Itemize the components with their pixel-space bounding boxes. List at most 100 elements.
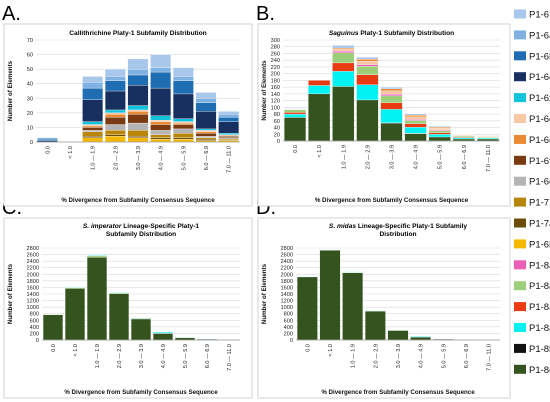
chart-title: Subfamily Distribution xyxy=(106,231,176,238)
legend-swatch-p1-6d xyxy=(514,114,526,123)
x-tick-label: < 1.0 xyxy=(328,344,334,357)
y-tick-label: 600 xyxy=(30,318,39,324)
bar-segment-p1-6 xyxy=(218,111,240,115)
bar-segment-p1-8a5b2 xyxy=(410,335,432,337)
legend-swatch-p1-6f xyxy=(514,155,526,165)
bar-segment-p1-6a xyxy=(82,82,104,89)
bar-segment-p1-6g xyxy=(150,130,172,135)
bar-segment-p1-8a5b2 xyxy=(152,331,174,334)
bar-segment-p1-6f xyxy=(150,124,172,131)
chart-title: S. midas Lineage-Specific Platy-1 Subfam… xyxy=(329,223,467,230)
bar-segment-p1-8a6 xyxy=(428,132,451,135)
y-tick-label: 300 xyxy=(271,38,280,44)
bar-segment-p1-8a2 xyxy=(356,64,379,67)
legend-label-p1-6f: P1-6f xyxy=(529,156,550,167)
legend-label-p1-7a: P1-7a xyxy=(529,219,550,230)
bar-segment-p1-8a4 xyxy=(452,135,475,138)
x-tick-label: 0.0 xyxy=(51,344,57,352)
bar-segment-p1-8a5b2 xyxy=(86,255,108,257)
y-tick-label: 220 xyxy=(271,65,280,71)
bar-segment-p1-7 xyxy=(218,138,240,141)
bar-segment-p1-6e xyxy=(127,111,149,115)
y-tick-label: 2000 xyxy=(27,272,39,278)
legend-swatch-p1-6g xyxy=(514,176,526,186)
y-axis-label: Number of Elements xyxy=(261,263,268,324)
bar-segment-p1-6b xyxy=(82,87,104,100)
bar-segment-p1-6d xyxy=(356,61,379,65)
chart-panel-b: Saguinus Platy-1 Subfamily Distribution 0… xyxy=(257,23,511,207)
chart-title: Distribution xyxy=(380,231,417,238)
bar-segment-p1-8c xyxy=(364,310,386,341)
x-tick-label: 6.0 — 6.9 xyxy=(464,344,470,368)
bar-segment-p1-7a xyxy=(104,134,126,137)
chart-panel-c: S. imperator Lineage-Specific Platy-1Sub… xyxy=(3,217,253,399)
legend-swatch-p1-8c xyxy=(514,364,526,374)
bar-segment-p1-6d xyxy=(172,121,194,124)
x-tick-label: 4.0 — 4.9 xyxy=(414,145,420,169)
y-tick-label: 50 xyxy=(27,67,33,73)
x-tick-label: 0.0 xyxy=(45,146,51,154)
bar-segment-p1-6g xyxy=(195,136,217,138)
panel-letter-b: B. xyxy=(256,3,275,25)
y-tick-label: 60 xyxy=(274,119,280,125)
bar-segment-p1-6g xyxy=(218,137,240,140)
x-axis-label: % Divergence from Subfamily Consensus Se… xyxy=(64,389,218,396)
bar-segment-p1-8c xyxy=(152,333,174,341)
bar-segment-p1-8a5b2 xyxy=(356,84,379,101)
bar-segment-p1-8a4 xyxy=(86,255,108,258)
bar-segment-p1-6 xyxy=(428,126,451,128)
y-tick-label: 2800 xyxy=(281,246,293,252)
y-tick-label: 200 xyxy=(271,72,280,78)
bar-segment-p1-8c xyxy=(64,288,86,341)
bar-segment-p1-8c xyxy=(380,123,403,142)
y-axis-label: Number of Elements xyxy=(7,263,14,324)
x-tick-label: 2.0 — 2.9 xyxy=(373,344,379,368)
bar-segment-p1-7a xyxy=(82,136,104,138)
bar-segment-p1-6d xyxy=(428,128,451,131)
bar-segment-p1-6d xyxy=(404,116,427,120)
bar-segment-p1-6f xyxy=(195,133,217,137)
y-tick-label: 2600 xyxy=(27,253,39,259)
bar-segment-p1-8c xyxy=(296,276,318,341)
x-tick-label: 7.0 — 11.0 xyxy=(227,146,233,173)
y-tick-label: 120 xyxy=(271,99,280,105)
y-tick-label: 1000 xyxy=(27,305,39,311)
x-tick-label: 4.0 — 4.9 xyxy=(419,344,425,368)
x-tick-label: 7.0 — 11.0 xyxy=(227,344,233,371)
y-tick-label: 1400 xyxy=(281,292,293,298)
bar-segment-p1-8a4 xyxy=(380,95,403,103)
legend-label-p1-8a4: P1-8a4 xyxy=(529,281,550,292)
bar-segment-p1-6a xyxy=(104,76,126,81)
y-tick-label: 1200 xyxy=(281,299,293,305)
legend-swatch-p1-8a4 xyxy=(514,281,526,291)
legend-label-p1-8b: P1-8b xyxy=(529,344,550,355)
bar-segment-p1-8a5b2 xyxy=(332,71,355,87)
x-tick-label: 3.0 — 3.9 xyxy=(136,146,142,170)
legend-swatch-p1-6e xyxy=(514,134,526,144)
y-tick-label: 1800 xyxy=(27,279,39,285)
bar-segment-p1-8a2 xyxy=(380,94,403,97)
legend-label-p1-6g: P1-6g xyxy=(529,177,550,188)
bar-segment-p1-8a5b2 xyxy=(308,85,331,95)
bar-segment-p1-6 xyxy=(172,67,194,77)
legend-label-p1-6h: P1-6h xyxy=(529,239,550,250)
y-tick-label: 40 xyxy=(274,126,280,132)
bar-segment-p1-6e xyxy=(150,121,172,125)
bar-segment-p1-6c xyxy=(150,87,172,116)
x-tick-label: 4.0 — 4.9 xyxy=(161,344,167,368)
bar-segment-p1-6b xyxy=(218,117,240,122)
bar-segment-p1-6h xyxy=(127,137,149,143)
bar-segment-p1-8a4 xyxy=(332,52,355,64)
y-axis-label: Number of Elements xyxy=(7,60,14,121)
bar-segment-p1-8c xyxy=(108,293,130,341)
bar-segment-p1-8c xyxy=(428,136,451,142)
legend-swatch-p1-8a2 xyxy=(514,260,526,270)
legend-label-p1-6c: P1-6c xyxy=(529,72,550,83)
y-tick-label: 30 xyxy=(27,96,33,102)
x-tick-label: 0.0 xyxy=(293,145,299,153)
bar-segment-p1-6f xyxy=(218,136,240,138)
bar-segment-p1-7 xyxy=(172,133,194,138)
bar-segment-p1-6c xyxy=(172,93,194,119)
bar-segment-p1-6d xyxy=(150,119,172,122)
bar-segment-p1-6x xyxy=(82,121,104,125)
